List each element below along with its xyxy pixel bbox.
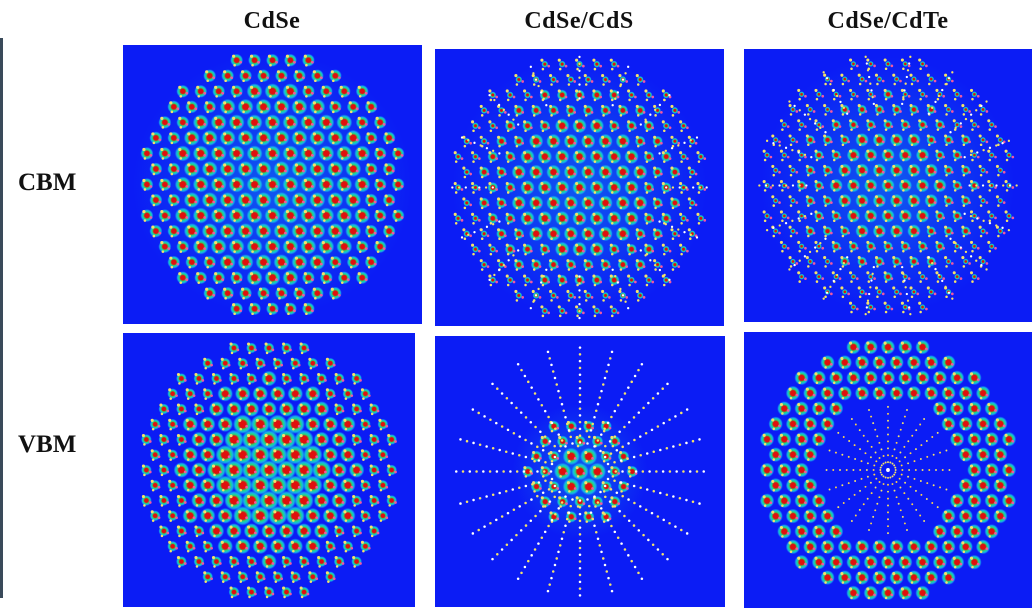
panel-cbm-cdse-cds — [435, 49, 724, 326]
left-edge-divider — [0, 38, 3, 598]
column-title-cdse: CdSe — [243, 8, 301, 34]
panel-cbm-cdse-cdte — [744, 49, 1032, 322]
column-title-cdse-cdte: CdSe/CdTe — [827, 8, 949, 34]
panel-vbm-cdse-cds — [435, 336, 725, 607]
panel-vbm-cdse-cdte — [744, 332, 1032, 608]
row-label-cbm: CBM — [18, 169, 77, 196]
panel-vbm-cdse — [123, 333, 415, 607]
row-label-vbm: VBM — [18, 431, 77, 458]
column-title-cdse-cds: CdSe/CdS — [524, 8, 634, 34]
panel-cbm-cdse — [123, 45, 422, 324]
